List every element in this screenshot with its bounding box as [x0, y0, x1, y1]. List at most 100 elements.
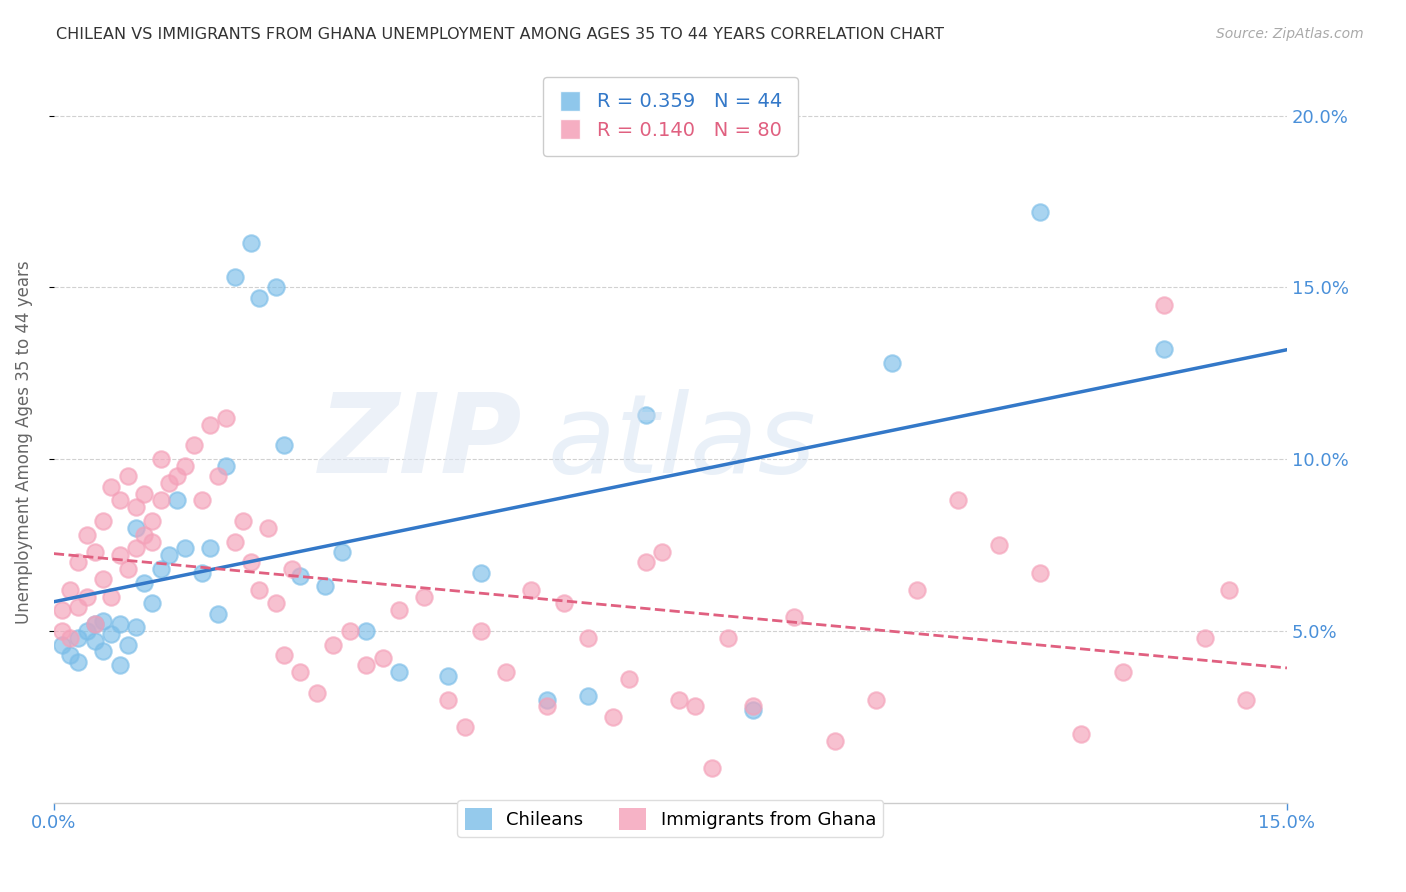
Point	[905, 582, 928, 597]
Text: CHILEAN VS IMMIGRANTS FROM GHANA UNEMPLOYMENT AMONG AGES 35 TO 44 YEARS CORRELAT: CHILEAN VS IMMIGRANTS FROM GHANA UNEMPLO…	[56, 27, 945, 42]
Y-axis label: Unemployment Among Ages 35 to 44 years: Unemployment Among Ages 35 to 44 years	[15, 260, 32, 624]
Point	[117, 638, 139, 652]
Text: atlas: atlas	[547, 389, 815, 496]
Point	[59, 648, 82, 662]
Point	[84, 545, 107, 559]
Text: ZIP: ZIP	[319, 389, 523, 496]
Point	[536, 699, 558, 714]
Point	[495, 665, 517, 679]
Point	[91, 573, 114, 587]
Legend: R = 0.359   N = 44, R = 0.140   N = 80: R = 0.359 N = 44, R = 0.140 N = 80	[543, 77, 799, 155]
Point	[76, 527, 98, 541]
Point	[634, 555, 657, 569]
Point	[117, 562, 139, 576]
Point	[67, 631, 90, 645]
Point	[191, 566, 214, 580]
Point	[553, 596, 575, 610]
Point	[668, 692, 690, 706]
Point	[215, 458, 238, 473]
Point	[1234, 692, 1257, 706]
Point	[174, 458, 197, 473]
Point	[198, 417, 221, 432]
Point	[946, 493, 969, 508]
Point	[619, 672, 641, 686]
Point	[174, 541, 197, 556]
Point	[232, 514, 254, 528]
Point	[100, 627, 122, 641]
Point	[437, 668, 460, 682]
Point	[207, 607, 229, 621]
Point	[157, 476, 180, 491]
Point	[207, 469, 229, 483]
Point	[51, 603, 73, 617]
Point	[224, 270, 246, 285]
Point	[651, 545, 673, 559]
Point	[783, 610, 806, 624]
Point	[108, 493, 131, 508]
Point	[141, 534, 163, 549]
Point	[824, 733, 846, 747]
Point	[157, 549, 180, 563]
Point	[1218, 582, 1240, 597]
Point	[247, 291, 270, 305]
Point	[59, 582, 82, 597]
Point	[125, 541, 148, 556]
Point	[76, 624, 98, 638]
Point	[149, 493, 172, 508]
Point	[215, 411, 238, 425]
Point	[125, 500, 148, 515]
Point	[91, 514, 114, 528]
Point	[141, 514, 163, 528]
Point	[240, 555, 263, 569]
Point	[91, 614, 114, 628]
Point	[100, 480, 122, 494]
Point	[388, 665, 411, 679]
Point	[700, 761, 723, 775]
Point	[1070, 727, 1092, 741]
Point	[264, 596, 287, 610]
Point	[51, 638, 73, 652]
Point	[84, 617, 107, 632]
Point	[67, 655, 90, 669]
Point	[741, 699, 763, 714]
Point	[59, 631, 82, 645]
Point	[273, 438, 295, 452]
Point	[134, 486, 156, 500]
Point	[1111, 665, 1133, 679]
Point	[166, 493, 188, 508]
Point	[454, 720, 477, 734]
Point	[84, 617, 107, 632]
Point	[1194, 631, 1216, 645]
Point	[1029, 566, 1052, 580]
Point	[166, 469, 188, 483]
Point	[141, 596, 163, 610]
Point	[100, 590, 122, 604]
Point	[84, 634, 107, 648]
Point	[108, 617, 131, 632]
Point	[273, 648, 295, 662]
Point	[602, 710, 624, 724]
Point	[108, 549, 131, 563]
Text: Source: ZipAtlas.com: Source: ZipAtlas.com	[1216, 27, 1364, 41]
Point	[91, 644, 114, 658]
Point	[117, 469, 139, 483]
Point	[339, 624, 361, 638]
Point	[882, 356, 904, 370]
Point	[125, 521, 148, 535]
Point	[314, 579, 336, 593]
Point	[330, 545, 353, 559]
Point	[576, 631, 599, 645]
Point	[134, 527, 156, 541]
Point	[191, 493, 214, 508]
Point	[198, 541, 221, 556]
Point	[108, 658, 131, 673]
Point	[67, 555, 90, 569]
Point	[149, 562, 172, 576]
Point	[290, 665, 312, 679]
Point	[305, 686, 328, 700]
Point	[470, 566, 492, 580]
Point	[354, 624, 377, 638]
Point	[988, 538, 1011, 552]
Point	[1029, 205, 1052, 219]
Point	[388, 603, 411, 617]
